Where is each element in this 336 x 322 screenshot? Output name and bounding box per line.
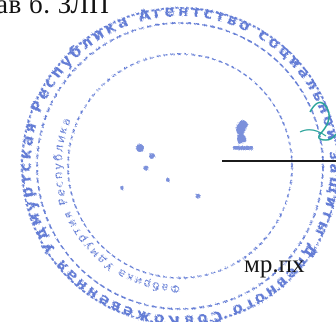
document-text-fragment: ав б. ЗЛП	[0, 0, 110, 19]
signer-initials: мр.пх	[244, 251, 305, 278]
seal-emblem-icon	[120, 120, 253, 199]
signature-line	[222, 160, 336, 162]
